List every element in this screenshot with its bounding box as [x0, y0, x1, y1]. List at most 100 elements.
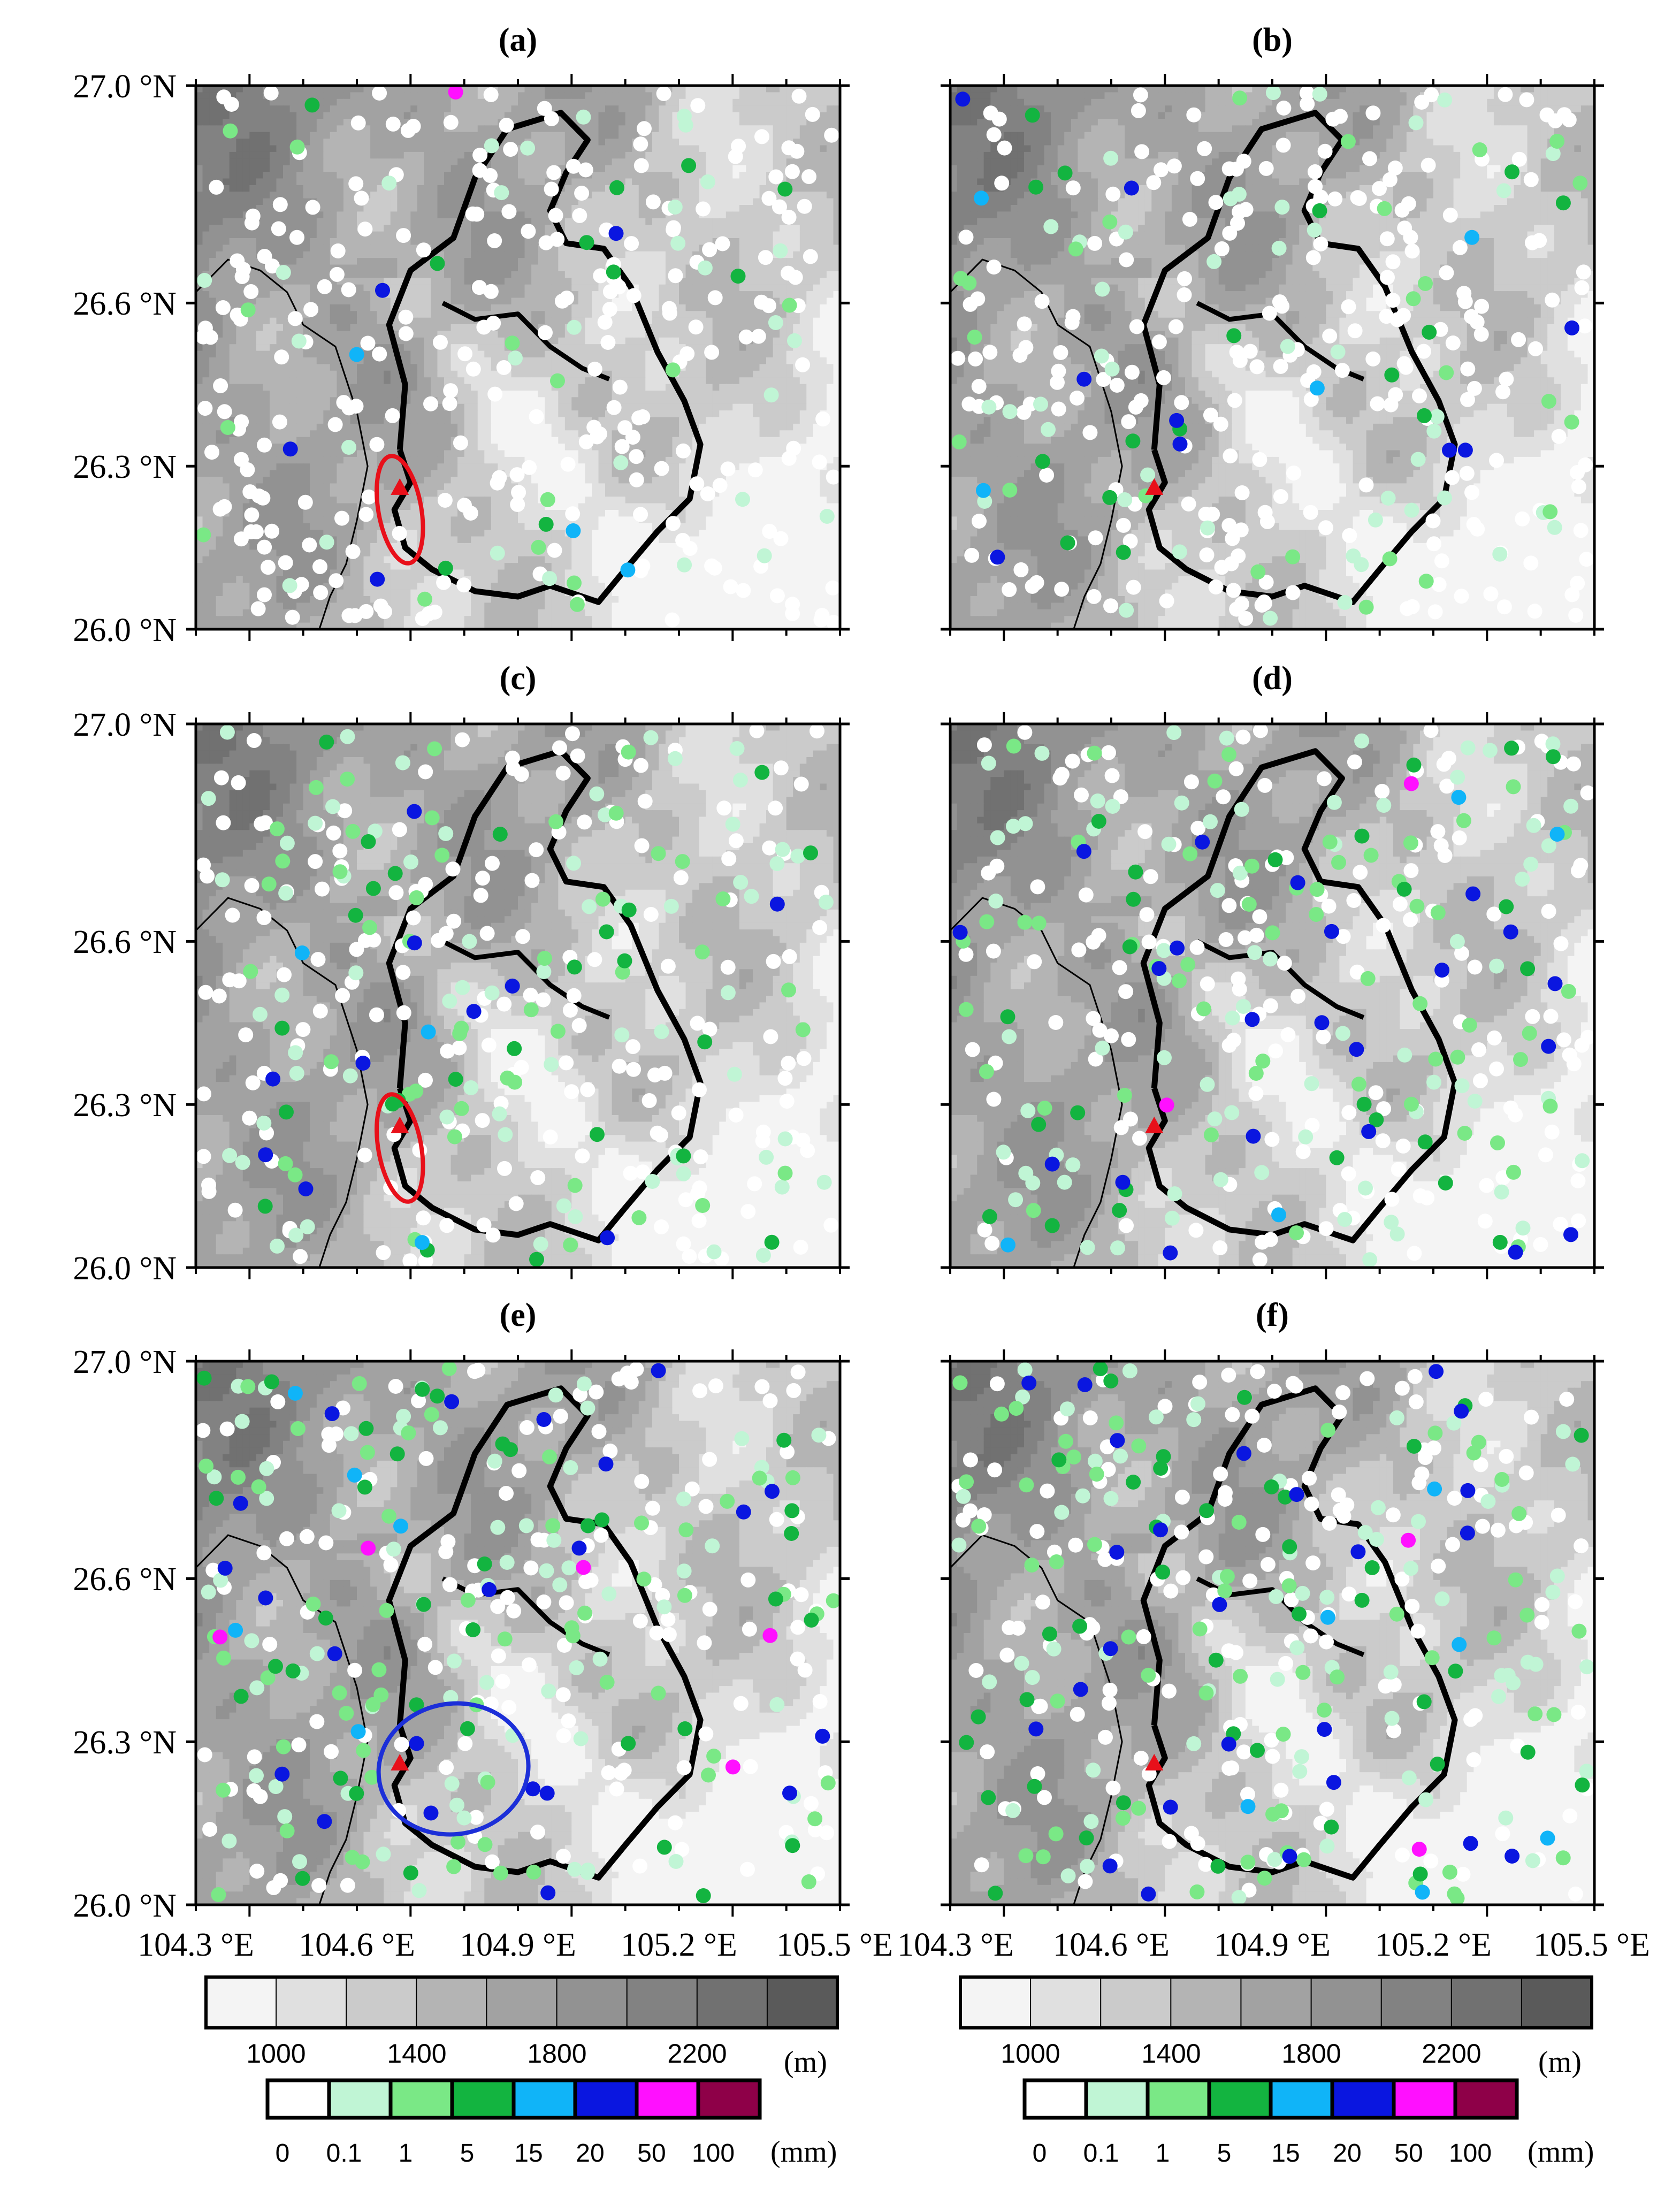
elevation-cell: [242, 245, 250, 252]
elevation-cell: [276, 245, 284, 252]
elevation-cell: [524, 304, 532, 311]
elevation-cell: [578, 284, 585, 292]
elevation-cell: [477, 245, 485, 252]
elevation-cell: [799, 132, 807, 139]
elevation-cell: [350, 417, 357, 424]
elevation-cell: [196, 311, 203, 318]
elevation-cell: [289, 258, 297, 265]
elevation-cell: [605, 357, 613, 364]
elevation-cell: [592, 125, 599, 133]
elevation-cell: [223, 158, 230, 166]
elevation-cell: [209, 291, 217, 299]
elevation-cell: [699, 291, 706, 299]
elevation-cell: [706, 278, 713, 285]
elevation-cell: [585, 178, 592, 186]
elevation-cell: [585, 264, 592, 272]
elevation-cell: [424, 304, 431, 311]
elevation-cell: [746, 151, 753, 159]
elevation-cell: [659, 410, 666, 418]
elevation-cell: [726, 423, 733, 431]
elevation-cell: [618, 410, 626, 418]
elevation-cell: [504, 297, 511, 305]
elevation-cell: [377, 198, 384, 205]
elevation-cell: [397, 251, 404, 258]
elevation-cell: [330, 218, 337, 225]
elevation-cell: [397, 98, 404, 106]
elevation-cell: [417, 86, 424, 93]
elevation-cell: [564, 384, 572, 391]
elevation-cell: [256, 192, 263, 199]
elevation-cell: [625, 151, 632, 159]
elevation-cell: [806, 98, 814, 106]
elevation-cell: [498, 278, 505, 285]
elevation-cell: [410, 205, 418, 212]
elevation-cell: [826, 105, 834, 113]
elevation-cell: [276, 139, 284, 146]
elevation-cell: [256, 403, 263, 411]
elevation-cell: [236, 357, 243, 364]
elevation-cell: [236, 151, 243, 159]
elevation-cell: [645, 251, 653, 258]
elevation-cell: [806, 231, 814, 239]
elevation-cell: [719, 165, 727, 172]
elevation-cell: [746, 225, 753, 232]
elevation-cell: [746, 132, 753, 139]
elevation-cell: [511, 165, 518, 172]
elevation-cell: [410, 139, 418, 146]
elevation-cell: [833, 165, 840, 172]
elevation-cell: [303, 317, 310, 325]
elevation-cell: [545, 311, 552, 318]
elevation-cell: [652, 423, 659, 431]
elevation-cell: [598, 391, 606, 398]
elevation-cell: [605, 423, 613, 431]
elevation-cell: [813, 317, 820, 325]
elevation-cell: [431, 311, 438, 318]
elevation-cell: [773, 271, 780, 278]
elevation-cell: [417, 397, 424, 405]
elevation-cell: [283, 98, 291, 106]
elevation-cell: [202, 377, 210, 385]
elevation-cell: [310, 231, 317, 239]
elevation-cell: [249, 384, 257, 391]
elevation-cell: [652, 139, 659, 146]
elevation-cell: [638, 231, 646, 239]
elevation-cell: [679, 211, 686, 219]
elevation-cell: [511, 370, 518, 378]
elevation-cell: [337, 410, 344, 418]
elevation-cell: [457, 331, 465, 338]
elevation-cell: [444, 291, 452, 299]
elevation-cell: [585, 410, 592, 418]
elevation-cell: [524, 92, 532, 100]
elevation-cell: [216, 231, 223, 239]
elevation-cell: [504, 105, 511, 113]
elevation-cell: [283, 403, 291, 411]
elevation-cell: [806, 370, 814, 378]
elevation-cell: [659, 377, 666, 385]
elevation-cell: [625, 337, 632, 345]
elevation-cell: [289, 264, 297, 272]
elevation-cell: [209, 297, 217, 305]
elevation-cell: [612, 350, 619, 358]
elevation-cell: [316, 151, 324, 159]
elevation-cell: [746, 145, 753, 152]
elevation-cell: [665, 350, 673, 358]
elevation-cell: [753, 185, 760, 192]
elevation-cell: [659, 231, 666, 239]
elevation-cell: [518, 297, 525, 305]
elevation-cell: [746, 86, 753, 93]
elevation-cell: [551, 264, 559, 272]
elevation-cell: [699, 158, 706, 166]
elevation-cell: [706, 151, 713, 159]
elevation-cell: [585, 291, 592, 299]
elevation-cell: [457, 158, 465, 166]
elevation-cell: [806, 158, 814, 166]
elevation-cell: [685, 231, 693, 239]
elevation-cell: [337, 145, 344, 152]
elevation-cell: [397, 264, 404, 272]
elevation-cell: [209, 145, 217, 152]
elevation-cell: [511, 185, 518, 192]
elevation-cell: [491, 271, 498, 278]
elevation-cell: [424, 218, 431, 225]
elevation-cell: [330, 119, 337, 126]
elevation-cell: [746, 397, 753, 405]
